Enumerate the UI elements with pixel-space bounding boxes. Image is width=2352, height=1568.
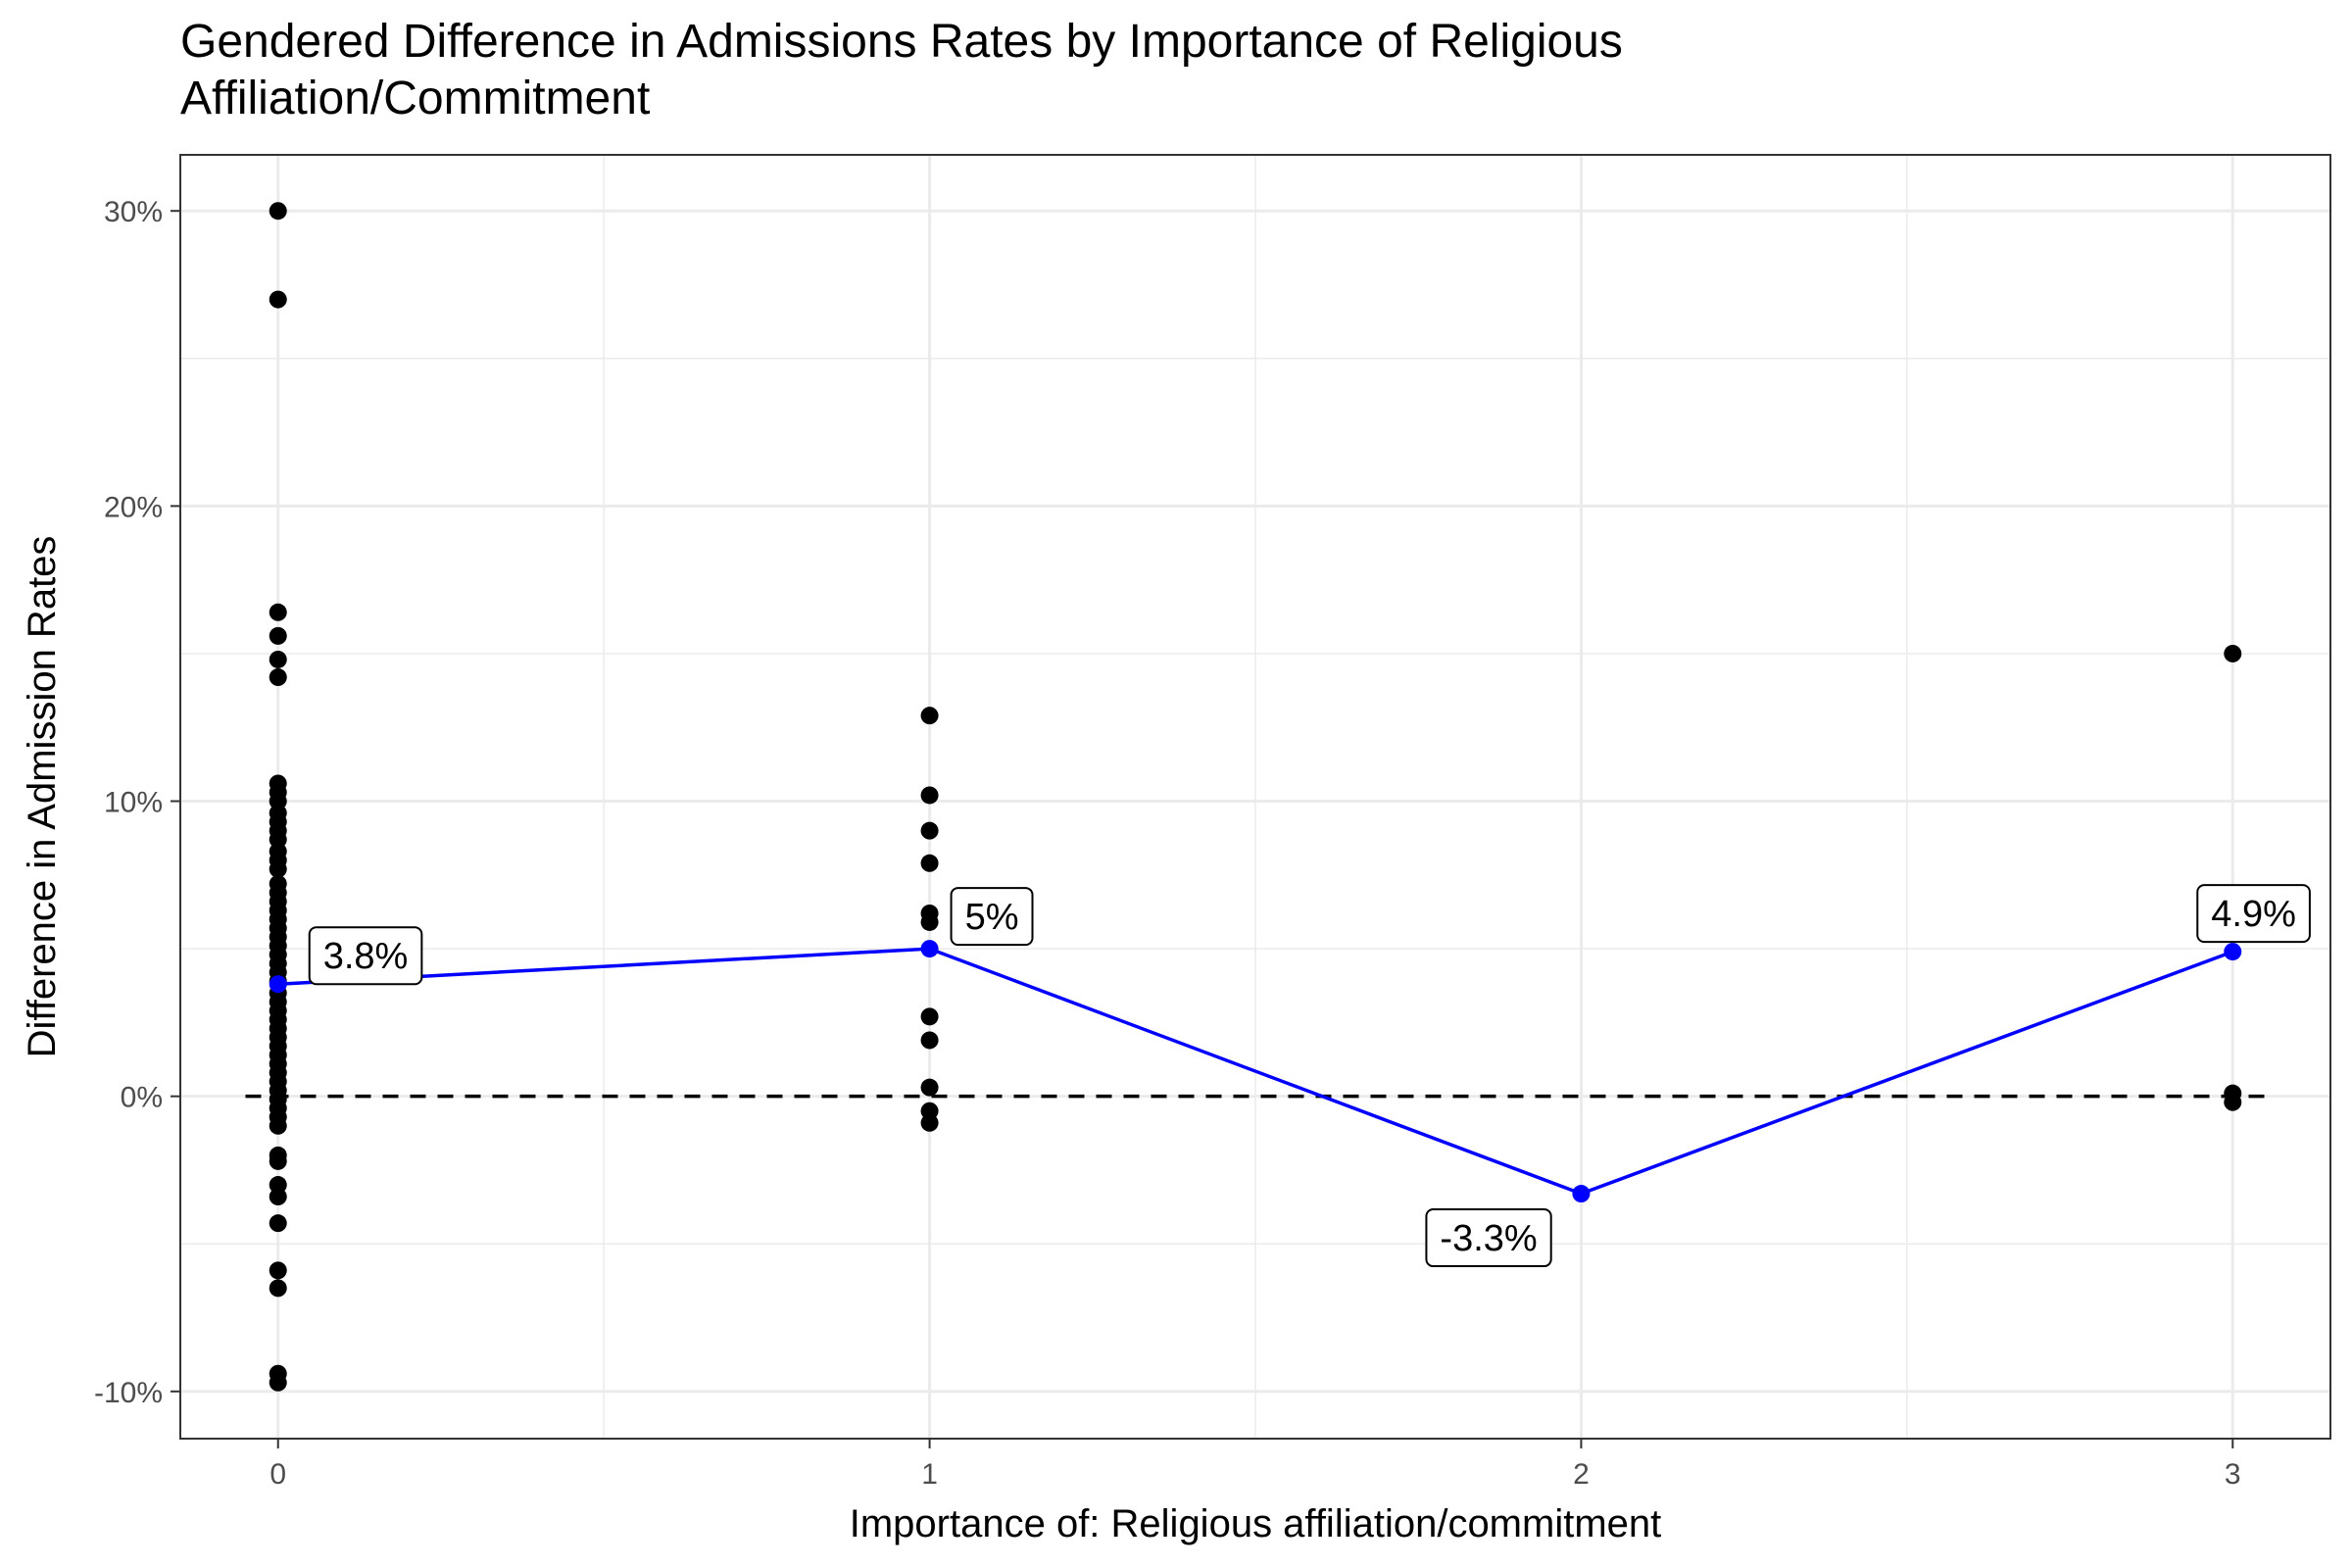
data-point: [269, 1188, 287, 1206]
data-point: [920, 1007, 939, 1026]
data-point: [269, 1373, 287, 1392]
data-point: [920, 912, 939, 931]
annotation-label: 5%: [950, 887, 1034, 947]
x-axis-title: Importance of: Religious affiliation/com…: [850, 1502, 1662, 1545]
data-point: [920, 1031, 939, 1050]
y-tick-label: 0%: [121, 1082, 163, 1114]
data-point: [269, 1152, 287, 1170]
y-tick-label: 30%: [104, 196, 163, 228]
mean-point: [920, 940, 939, 958]
data-point: [920, 1078, 939, 1097]
mean-point: [269, 975, 287, 994]
data-point: [920, 854, 939, 872]
x-tick-label: 0: [270, 1458, 286, 1491]
data-point: [269, 626, 287, 645]
x-tick-label: 3: [2225, 1458, 2241, 1491]
data-point: [269, 859, 287, 878]
panel-border: [179, 154, 2331, 1440]
grid-layer: [180, 155, 2330, 1439]
chart-title: Gendered Difference in Admissions Rates …: [180, 16, 1623, 124]
mean-point: [1572, 1185, 1591, 1203]
data-point: [920, 1113, 939, 1132]
data-point: [269, 1279, 287, 1298]
annotation-label: 4.9%: [2196, 884, 2311, 944]
data-point: [920, 786, 939, 805]
annotation-box: [2196, 884, 2311, 944]
annotation-label: -3.3%: [1425, 1208, 1552, 1268]
y-tick-label: 10%: [104, 787, 163, 819]
annotation-box: [308, 926, 423, 986]
annotation-text: 5%: [965, 897, 1019, 938]
points-layer: [269, 202, 2242, 1392]
ticks-layer: 0 1 2 3 -10% 0% 10% 20% 30%: [94, 196, 2241, 1491]
data-point: [269, 603, 287, 621]
data-point: [269, 1116, 287, 1135]
annotation-label: 3.8%: [308, 926, 423, 986]
annotation-text: 4.9%: [2211, 894, 2296, 935]
mean-point: [2224, 943, 2242, 961]
annotation-layer: 3.8% 5% -3.3% 4.9%: [308, 884, 2311, 1268]
y-tick-label: 20%: [104, 491, 163, 523]
data-point: [2224, 1093, 2242, 1111]
y-tick-label: -10%: [94, 1377, 163, 1409]
data-point: [269, 1214, 287, 1233]
annotation-box: [1425, 1208, 1552, 1268]
mean-layer: [269, 940, 2242, 1203]
y-axis-title: Difference in Admission Rates: [21, 536, 64, 1058]
mean-line: [277, 947, 2233, 1196]
data-point: [2224, 644, 2242, 662]
data-point: [269, 202, 287, 220]
data-point: [920, 821, 939, 840]
annotation-text: -3.3%: [1440, 1218, 1537, 1259]
data-point: [269, 1261, 287, 1280]
data-point: [269, 650, 287, 668]
annotation-text: 3.8%: [323, 936, 409, 977]
x-tick-label: 2: [1573, 1458, 1590, 1491]
x-tick-label: 1: [921, 1458, 938, 1491]
data-point: [269, 668, 287, 687]
data-point: [269, 290, 287, 309]
annotation-box: [950, 887, 1034, 947]
data-point: [920, 707, 939, 725]
